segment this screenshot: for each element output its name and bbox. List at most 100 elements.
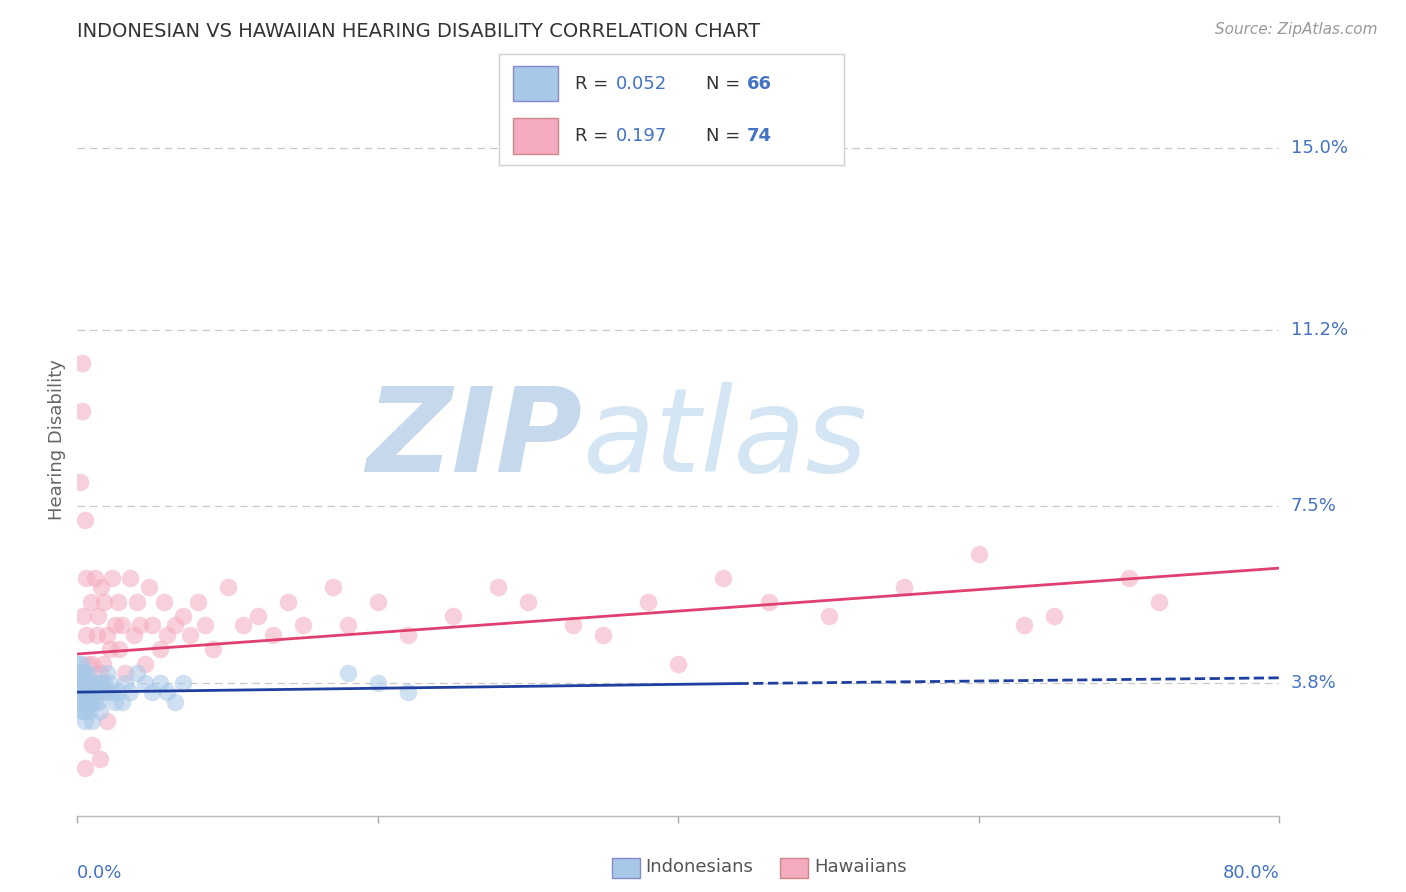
Y-axis label: Hearing Disability: Hearing Disability <box>48 359 66 520</box>
Point <box>79 675 101 690</box>
Point <box>67 685 90 699</box>
Point <box>1149 594 1171 608</box>
Text: atlas: atlas <box>582 383 868 496</box>
Point <box>69 666 91 681</box>
Point <box>96 628 118 642</box>
Point <box>72 695 94 709</box>
Point <box>517 594 540 608</box>
Point <box>758 594 780 608</box>
Bar <box>513 66 558 102</box>
Point <box>201 642 224 657</box>
Point <box>82 675 104 690</box>
Point <box>80 685 103 699</box>
Point <box>67 675 90 690</box>
Point <box>76 695 98 709</box>
Text: 0.052: 0.052 <box>616 75 668 93</box>
Point <box>396 628 419 642</box>
Point <box>336 666 359 681</box>
Text: 80.0%: 80.0% <box>1223 863 1279 882</box>
Point <box>114 666 136 681</box>
Point <box>156 628 179 642</box>
Point <box>967 547 990 561</box>
Point <box>73 695 96 709</box>
Point <box>1118 571 1140 585</box>
Point <box>107 594 129 608</box>
Point <box>111 618 134 632</box>
Point <box>149 675 172 690</box>
Point <box>134 657 156 671</box>
Point <box>76 666 98 681</box>
Point <box>96 666 118 681</box>
Point <box>172 608 194 623</box>
Point <box>163 618 186 632</box>
Point <box>72 608 94 623</box>
Point <box>86 628 108 642</box>
Point <box>163 695 186 709</box>
Point <box>69 475 91 490</box>
Point <box>322 580 344 594</box>
Point <box>73 675 96 690</box>
Point <box>291 618 314 632</box>
Point <box>89 666 111 681</box>
Point <box>1012 618 1035 632</box>
Point <box>367 675 389 690</box>
Point <box>108 642 131 657</box>
Point <box>232 618 254 632</box>
Point <box>70 666 93 681</box>
Point <box>111 695 134 709</box>
Point <box>84 571 107 585</box>
Point <box>114 675 136 690</box>
Point <box>75 675 97 690</box>
Point <box>637 594 659 608</box>
Text: 11.2%: 11.2% <box>1291 320 1348 339</box>
Point <box>69 695 91 709</box>
Point <box>441 608 464 623</box>
Point <box>82 714 104 728</box>
Point <box>75 571 97 585</box>
Point <box>93 594 115 608</box>
Point <box>156 685 179 699</box>
Point <box>127 594 149 608</box>
Point <box>75 685 97 699</box>
Point <box>67 675 90 690</box>
Point <box>336 618 359 632</box>
Point <box>141 618 163 632</box>
Text: R =: R = <box>575 75 614 93</box>
Text: Source: ZipAtlas.com: Source: ZipAtlas.com <box>1215 22 1378 37</box>
Point <box>104 618 127 632</box>
Point <box>67 657 90 671</box>
Point <box>90 685 112 699</box>
Point <box>107 685 129 699</box>
Point <box>96 685 118 699</box>
Point <box>70 356 93 370</box>
Text: 66: 66 <box>747 75 772 93</box>
Point <box>562 618 585 632</box>
Point <box>69 675 91 690</box>
Point <box>70 675 93 690</box>
Point <box>69 685 91 699</box>
Point <box>72 675 94 690</box>
Point <box>817 608 839 623</box>
Point <box>67 685 90 699</box>
Point <box>96 714 118 728</box>
Point <box>186 594 209 608</box>
Point <box>86 685 108 699</box>
Text: Indonesians: Indonesians <box>645 858 754 876</box>
Point <box>89 704 111 718</box>
Point <box>67 666 90 681</box>
Point <box>149 642 172 657</box>
Point <box>70 657 93 671</box>
Point <box>93 675 115 690</box>
Point <box>80 594 103 608</box>
Point <box>82 657 104 671</box>
Point <box>80 695 103 709</box>
Point <box>70 403 93 417</box>
Text: INDONESIAN VS HAWAIIAN HEARING DISABILITY CORRELATION CHART: INDONESIAN VS HAWAIIAN HEARING DISABILIT… <box>77 22 761 41</box>
Point <box>82 738 104 752</box>
Point <box>73 666 96 681</box>
Text: Hawaiians: Hawaiians <box>814 858 907 876</box>
Point <box>89 752 111 766</box>
Point <box>101 685 124 699</box>
Point <box>73 513 96 527</box>
Text: N =: N = <box>706 75 745 93</box>
